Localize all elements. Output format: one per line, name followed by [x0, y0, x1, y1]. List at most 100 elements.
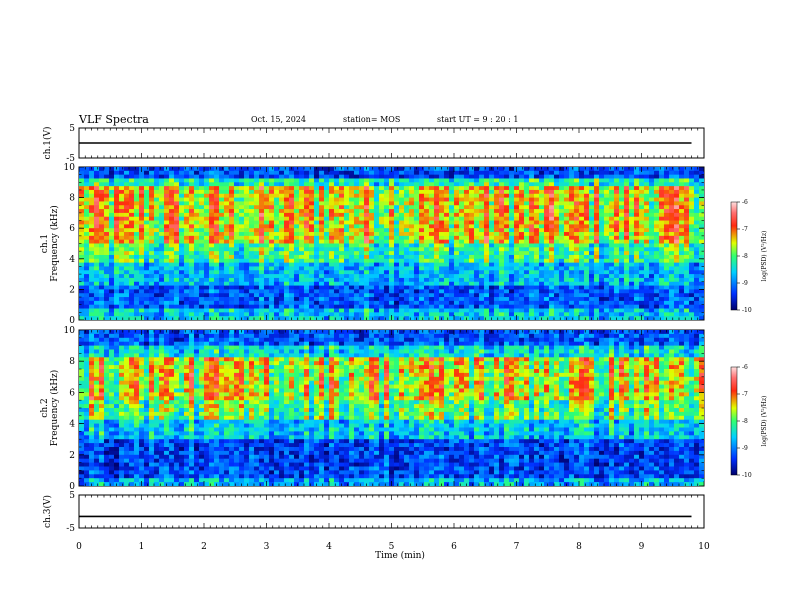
spectrogram-cell: [439, 239, 445, 244]
spectrogram-cell: [604, 216, 610, 221]
spectrogram-cell: [179, 167, 185, 172]
spectrogram-cell: [374, 205, 380, 210]
spectrogram-cell: [679, 247, 685, 252]
spectrogram-cell: [519, 266, 525, 271]
spectrogram-cell: [374, 274, 380, 279]
spectrogram-cell: [334, 186, 340, 191]
spectrogram-cell: [599, 277, 605, 283]
spectrogram-cell: [274, 167, 280, 172]
spectrogram-cell: [404, 262, 410, 267]
spectrogram-cell: [254, 170, 260, 176]
spectrogram-cell: [559, 170, 565, 176]
spectrogram-cell: [134, 312, 140, 317]
spectrogram-cell: [324, 289, 330, 294]
spectrogram-cell: [584, 251, 590, 256]
spectrogram-cell: [554, 209, 560, 214]
spectrogram-cell: [309, 262, 315, 267]
spectrogram-cell: [159, 258, 165, 264]
spectrogram-cell: [644, 182, 650, 187]
spectrogram-cell: [419, 293, 425, 298]
spectrogram-cell: [674, 197, 680, 202]
spectrogram-cell: [244, 178, 250, 183]
spectrogram-cell: [564, 247, 570, 252]
spectrogram-cell: [484, 205, 490, 210]
spectrogram-cell: [249, 212, 255, 218]
spectrogram-cell: [299, 254, 305, 260]
spectrogram-cell: [419, 209, 425, 214]
spectrogram-cell: [199, 262, 205, 267]
spectrogram-cell: [679, 174, 685, 179]
spectrogram-cell: [344, 251, 350, 256]
spectrogram-cell: [239, 201, 245, 206]
spectrogram-cell: [409, 254, 415, 260]
spectrogram-cell: [304, 266, 310, 271]
spectrogram-cell: [634, 170, 640, 176]
spectrogram-cell: [604, 316, 610, 320]
spectrogram-cell: [629, 289, 635, 294]
spectrogram-cell: [679, 193, 685, 199]
spectrogram-cell: [479, 174, 485, 179]
spectrogram-cell: [314, 235, 320, 241]
spectrogram-cell: [439, 197, 445, 202]
spectrogram-cell: [384, 167, 390, 172]
spectrogram-cell: [664, 300, 670, 306]
spectrogram-cell: [544, 266, 550, 271]
spectrogram-cell: [584, 235, 590, 241]
spectrogram-cell: [469, 178, 475, 183]
spectrogram-cell: [124, 289, 130, 294]
spectrogram-cell: [299, 258, 305, 264]
spectrogram-cell: [424, 251, 430, 256]
spectrogram-cell: [404, 228, 410, 233]
spectrogram-cell: [619, 239, 625, 244]
spectrogram-cell: [224, 193, 230, 199]
spectrogram-cell: [579, 304, 585, 309]
spectrogram-cell: [424, 216, 430, 221]
spectrogram-cell: [279, 167, 285, 172]
spectrogram-cell: [569, 251, 575, 256]
spectrogram-cell: [389, 266, 395, 271]
spectrogram-cell: [214, 251, 220, 256]
spectrogram-cell: [179, 262, 185, 267]
spectrogram-cell: [564, 258, 570, 264]
spectrogram-cell: [219, 262, 225, 267]
spectrogram-cell: [524, 212, 530, 218]
spectrogram-cell: [609, 285, 615, 290]
spectrogram-cell: [404, 293, 410, 298]
spectrogram-cell: [419, 281, 425, 286]
spectrogram-cell: [284, 205, 290, 210]
spectrogram-cell: [199, 193, 205, 199]
spectrogram-cell: [644, 251, 650, 256]
spectrogram-cell: [354, 235, 360, 241]
spectrogram-cell: [484, 262, 490, 267]
spectrogram-cell: [509, 277, 515, 283]
spectrogram-cell: [439, 193, 445, 199]
spectrogram-cell: [549, 216, 555, 221]
spectrogram-cell: [299, 174, 305, 179]
spectrogram-cell: [564, 277, 570, 283]
spectrogram-cell: [434, 232, 440, 237]
spectrogram-cell: [649, 308, 655, 313]
spectrogram-cell: [99, 277, 105, 283]
spectrogram-cell: [559, 224, 565, 229]
spectrogram-cell: [639, 300, 645, 306]
spectrogram-cell: [664, 274, 670, 279]
spectrogram-cell: [279, 224, 285, 229]
spectrogram-cell: [124, 224, 130, 229]
spectrogram-cell: [539, 170, 545, 176]
spectrogram-cell: [149, 197, 155, 202]
spectrogram-cell: [269, 239, 275, 244]
spectrogram-cell: [534, 205, 540, 210]
spectrogram-cell: [449, 167, 455, 172]
spectrogram-cell: [214, 297, 220, 302]
spectrogram-cell: [574, 220, 580, 225]
spectrogram-cell: [209, 312, 215, 317]
spectrogram-cell: [149, 297, 155, 302]
spectrogram-cell: [419, 270, 425, 275]
spectrogram-cell: [434, 235, 440, 241]
spectrogram-cell: [374, 224, 380, 229]
spectrogram-cell: [109, 262, 115, 267]
spectrogram-cell: [79, 209, 85, 214]
spectrogram-cell: [444, 243, 450, 248]
spectrogram-cell: [194, 293, 200, 298]
spectrogram-cell: [344, 308, 350, 313]
